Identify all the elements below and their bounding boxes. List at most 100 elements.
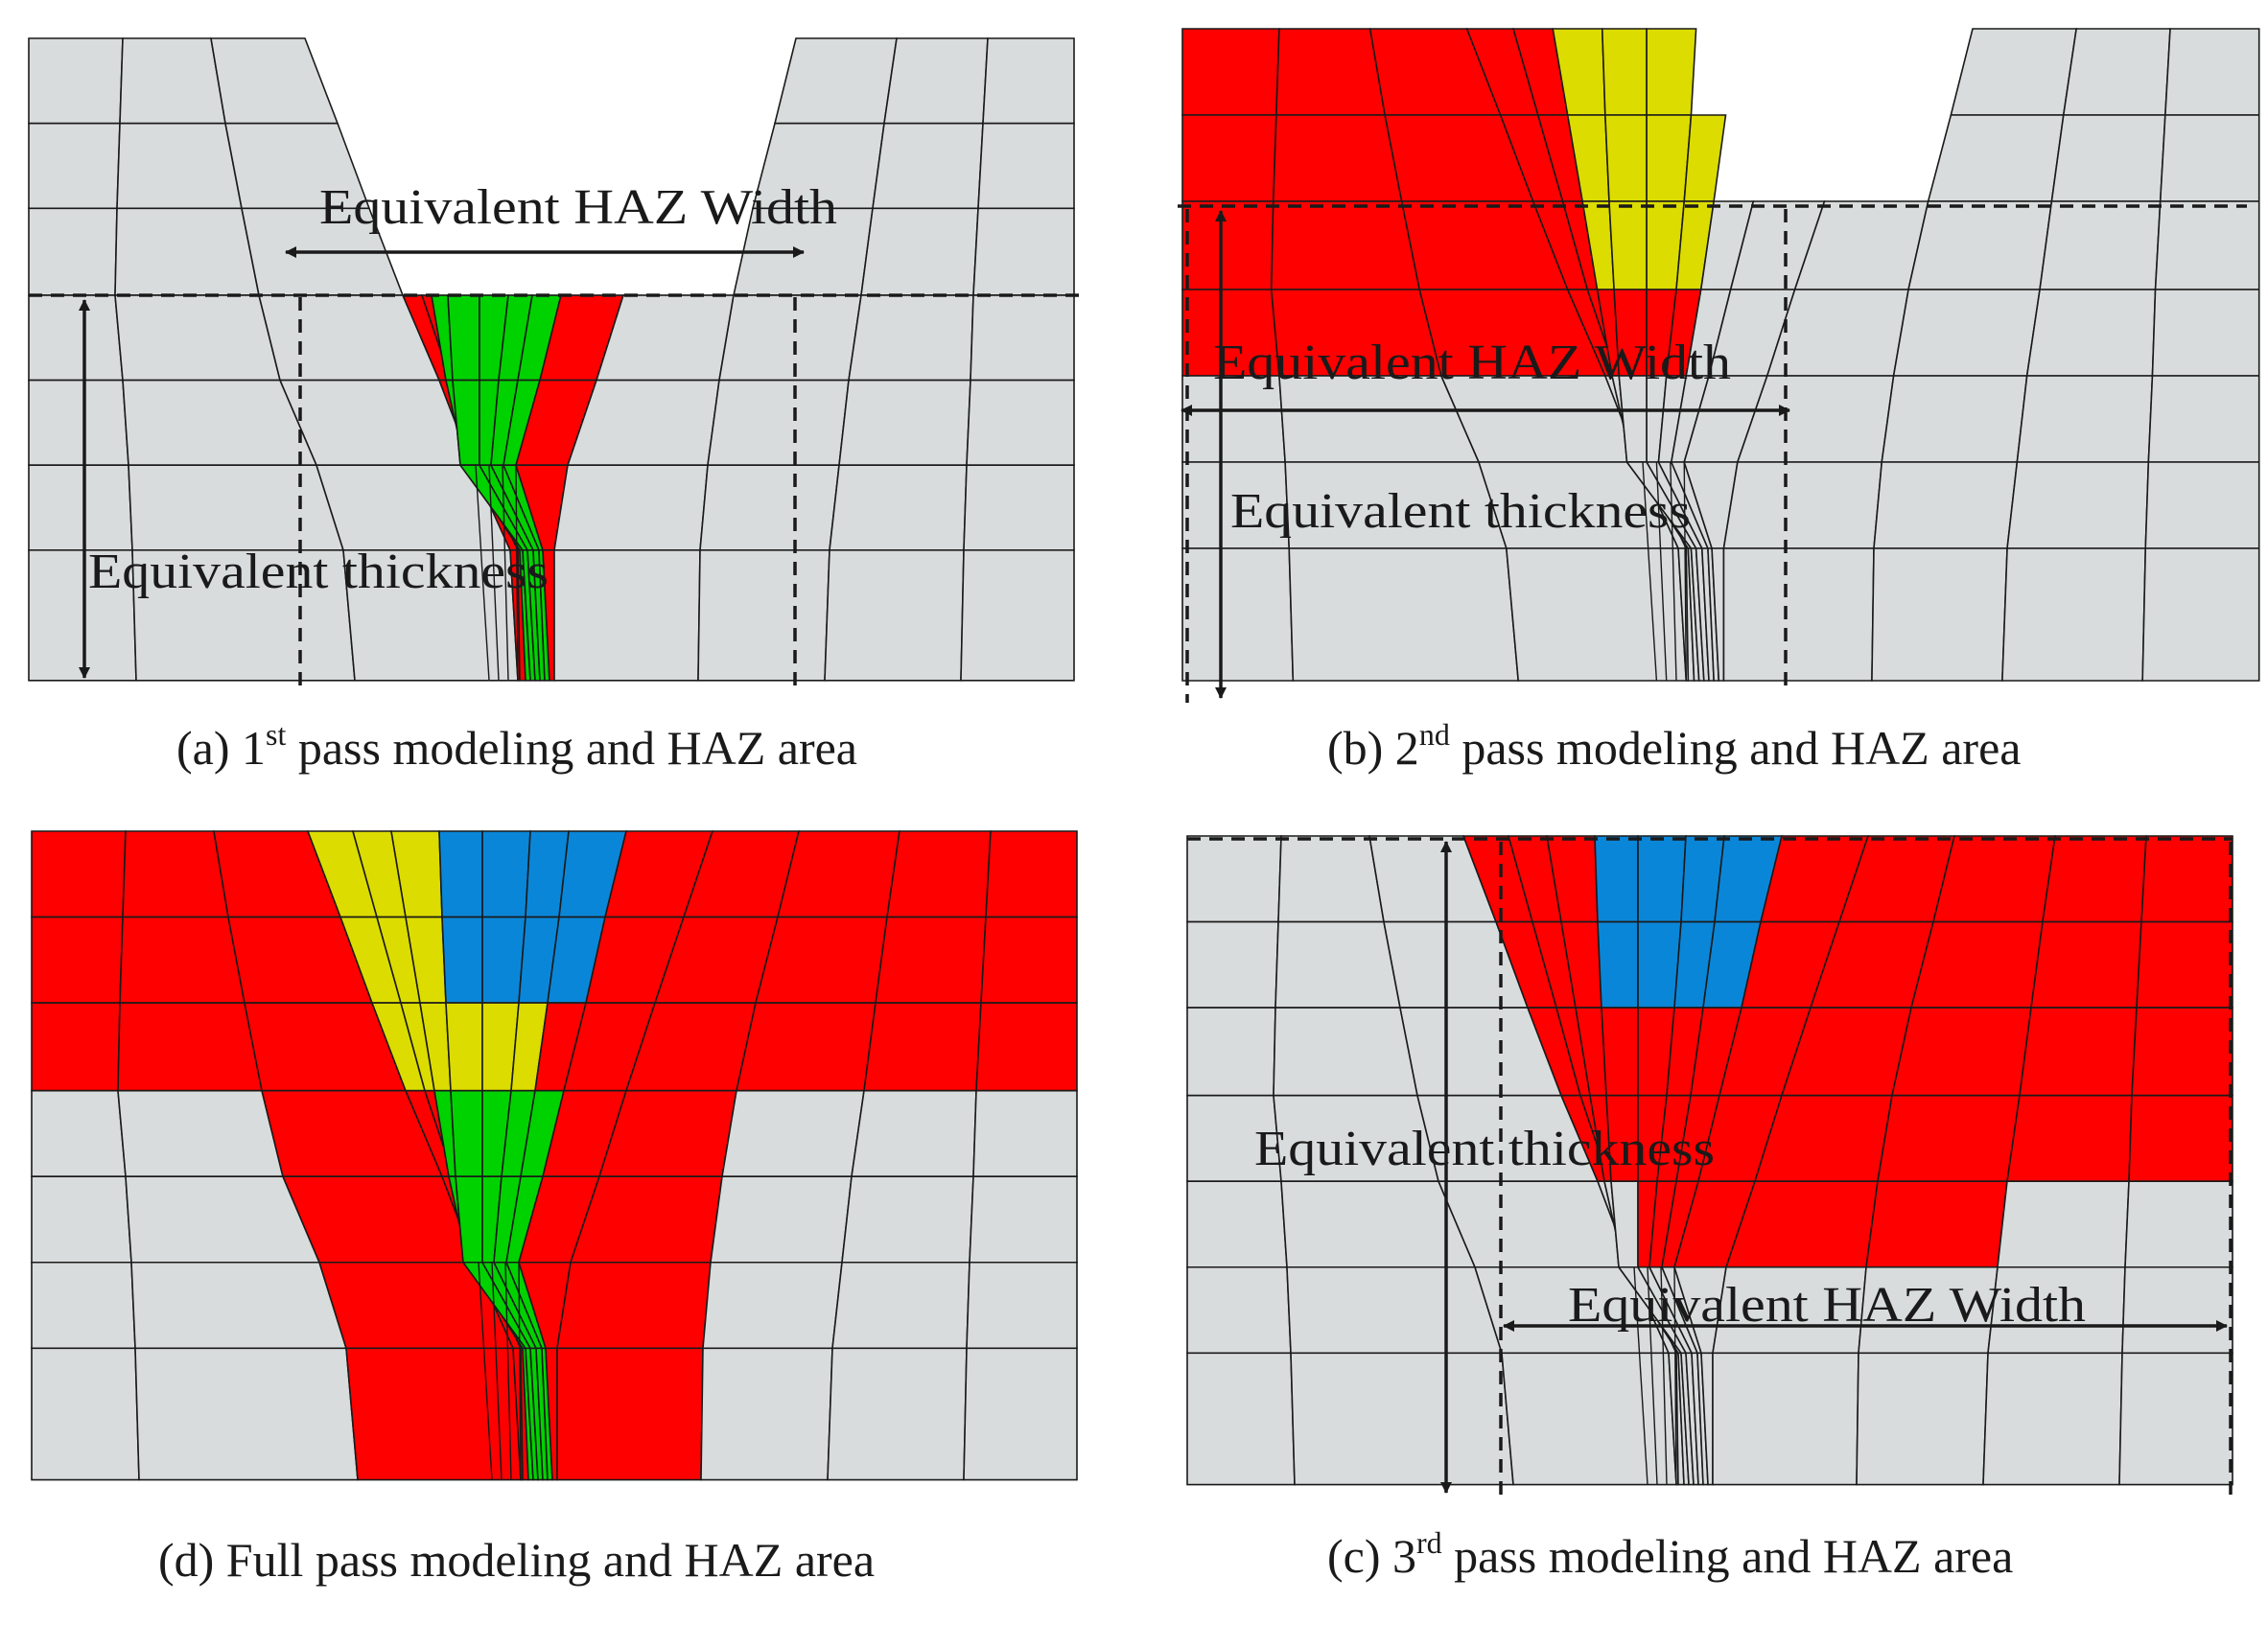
mesh-cell	[966, 379, 1075, 467]
mesh-cell	[119, 37, 226, 125]
mesh-cell	[2151, 289, 2260, 377]
mesh-line	[515, 465, 519, 681]
mesh-cell	[130, 1261, 348, 1350]
panel-a-annotations	[29, 246, 1079, 685]
mesh-line	[1683, 461, 1688, 682]
mesh-cell	[553, 464, 709, 551]
mesh-cell	[441, 916, 483, 1004]
mesh-cell	[2154, 200, 2260, 290]
mesh-cell	[28, 294, 124, 382]
mesh-cell	[2019, 1007, 2138, 1097]
mesh-cell	[1277, 835, 1385, 923]
mesh-cell	[1186, 1352, 1296, 1486]
mesh-cell	[2131, 1007, 2233, 1097]
mesh-line	[502, 465, 509, 681]
mesh-cell	[116, 122, 243, 210]
mesh-cell	[838, 379, 971, 467]
mesh-cell	[2042, 835, 2147, 923]
mesh-cell	[1505, 547, 1688, 682]
mesh-cell	[710, 1175, 853, 1264]
mesh-line	[1633, 1266, 1648, 1485]
mesh-cell	[707, 379, 850, 467]
mesh-cell	[1856, 1352, 1989, 1486]
mesh-cell	[1272, 114, 1403, 202]
mesh-cell	[1181, 200, 1274, 290]
mesh-cell	[1594, 835, 1639, 923]
mesh-cell	[2159, 114, 2260, 202]
mesh-cell	[1501, 1352, 1677, 1486]
mesh-cell	[2006, 1094, 2133, 1182]
panel-a-first-pass: Equivalent HAZ Width Equivalent thicknes…	[28, 37, 1079, 685]
mesh-cell	[980, 916, 1078, 1004]
panel-c-mesh	[1186, 835, 2233, 1486]
mesh-line	[1673, 1266, 1677, 1485]
mesh-cell	[438, 830, 483, 918]
mesh-cell	[2140, 835, 2233, 923]
mesh-line	[1647, 1266, 1658, 1485]
mesh-cell	[977, 122, 1075, 210]
mesh-cell	[963, 464, 1075, 551]
mesh-cell	[119, 916, 246, 1004]
mesh-cell	[985, 830, 1078, 918]
mesh-cell	[1270, 200, 1421, 290]
mesh-cell	[2147, 375, 2260, 463]
mesh-line	[518, 1262, 522, 1480]
mesh-cell	[966, 1261, 1078, 1350]
mesh-cell	[2121, 1265, 2233, 1355]
mesh-cell	[1601, 28, 1648, 116]
mesh-cell	[1909, 920, 2044, 1009]
mesh-cell	[128, 464, 345, 551]
mesh-cell	[2050, 114, 2166, 202]
mesh-cell	[2062, 28, 2171, 116]
panel-c-haz-width-label: Equivalent HAZ Width	[1568, 1278, 2086, 1333]
mesh-line	[1642, 461, 1658, 682]
mesh-cell	[872, 122, 984, 210]
mesh-cell	[883, 37, 989, 125]
mesh-cell	[1186, 1180, 1288, 1268]
mesh-cell	[1873, 461, 2019, 549]
panel-d-full-pass	[31, 830, 1078, 1481]
mesh-cell	[969, 1175, 1078, 1264]
mesh-cell	[829, 464, 968, 551]
mesh-cell	[2144, 461, 2260, 549]
panel-a-thickness-label: Equivalent thickness	[88, 545, 549, 599]
mesh-cell	[31, 1175, 132, 1264]
mesh-cell	[2025, 289, 2157, 377]
mesh-cell	[702, 1261, 843, 1350]
panel-a-mesh	[28, 37, 1075, 682]
mesh-cell	[975, 1002, 1078, 1092]
mesh-cell	[28, 37, 124, 125]
mesh-cell	[134, 1347, 359, 1481]
mesh-cell	[1186, 1007, 1276, 1097]
mesh-cell	[718, 294, 862, 382]
mesh-cell	[1608, 200, 1648, 290]
mesh-cell	[1865, 1180, 2008, 1268]
mesh-cell	[447, 294, 480, 382]
mesh-cell	[2128, 1094, 2233, 1182]
mesh-cell	[31, 916, 124, 1004]
mesh-cell	[1722, 547, 1875, 682]
mesh-cell	[1982, 1352, 2123, 1486]
mesh-cell	[972, 207, 1075, 296]
mesh-cell	[28, 464, 133, 551]
mesh-line	[1670, 461, 1677, 682]
mesh-cell	[1637, 835, 1687, 923]
mesh-cell	[445, 1002, 483, 1092]
mesh-cell	[1891, 1007, 2032, 1097]
mesh-cell	[2001, 547, 2147, 682]
mesh-cell	[1907, 200, 2053, 290]
panel-c-thickness-label: Equivalent thickness	[1254, 1122, 1715, 1176]
mesh-cell	[700, 1347, 833, 1481]
mesh-cell	[31, 1261, 136, 1350]
mesh-cell	[31, 1347, 140, 1481]
mesh-cell	[2118, 1352, 2233, 1486]
mesh-cell	[1950, 28, 2078, 116]
mesh-cell	[699, 464, 840, 551]
mesh-cell	[2164, 28, 2260, 116]
panel-b-mesh	[1181, 28, 2260, 682]
mesh-cell	[556, 1347, 704, 1481]
mesh-cell	[2141, 547, 2260, 682]
mesh-cell	[875, 916, 987, 1004]
mesh-cell	[31, 830, 127, 918]
